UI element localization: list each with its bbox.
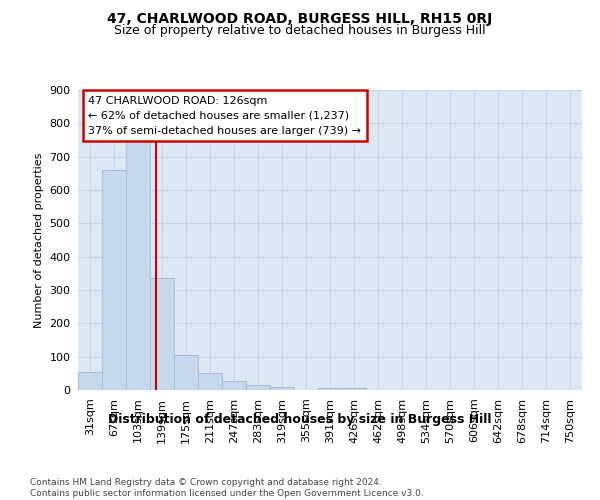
Bar: [342, 388, 366, 390]
Text: 47, CHARLWOOD ROAD, BURGESS HILL, RH15 0RJ: 47, CHARLWOOD ROAD, BURGESS HILL, RH15 0…: [107, 12, 493, 26]
Bar: [318, 388, 342, 390]
Bar: [78, 372, 102, 390]
Bar: [174, 355, 198, 390]
Y-axis label: Number of detached properties: Number of detached properties: [34, 152, 44, 328]
Bar: [270, 386, 294, 390]
Bar: [222, 381, 246, 390]
Bar: [150, 278, 174, 390]
Bar: [246, 386, 270, 390]
Text: Distribution of detached houses by size in Burgess Hill: Distribution of detached houses by size …: [108, 412, 492, 426]
Text: Size of property relative to detached houses in Burgess Hill: Size of property relative to detached ho…: [114, 24, 486, 37]
Bar: [126, 140, 150, 390]
Bar: [102, 170, 126, 390]
Text: 47 CHARLWOOD ROAD: 126sqm
← 62% of detached houses are smaller (1,237)
37% of se: 47 CHARLWOOD ROAD: 126sqm ← 62% of detac…: [88, 96, 361, 136]
Text: Contains HM Land Registry data © Crown copyright and database right 2024.
Contai: Contains HM Land Registry data © Crown c…: [30, 478, 424, 498]
Bar: [198, 374, 222, 390]
